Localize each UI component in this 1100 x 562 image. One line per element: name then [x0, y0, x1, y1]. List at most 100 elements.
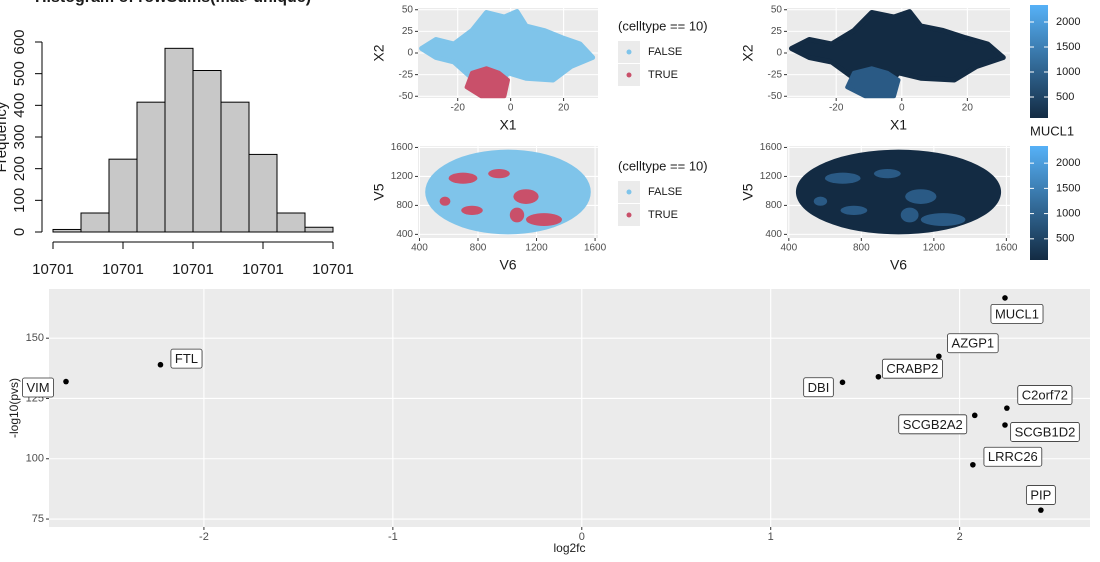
- point-cloud-highlight: [439, 196, 451, 206]
- point-label: FTL: [175, 351, 198, 366]
- point-label: PIP: [1030, 488, 1051, 503]
- y-axis-title: V5: [740, 183, 756, 200]
- y-axis-title: X2: [740, 44, 756, 61]
- point-label: DBI: [808, 380, 830, 395]
- point-cloud-highlight: [900, 207, 919, 223]
- point-label: CRABP2: [886, 361, 938, 376]
- point-cloud-highlight: [840, 205, 868, 215]
- x-axis-title: X1: [499, 117, 516, 133]
- colorbar-label: 1500: [1056, 41, 1080, 53]
- bar: [52, 228, 82, 233]
- y-tick-label: 400: [765, 229, 782, 240]
- legend-label: FALSE: [648, 46, 682, 58]
- point-label: VIM: [26, 380, 49, 395]
- y-tick-label: 50: [402, 4, 414, 15]
- y-axis-title: Frequency: [0, 101, 10, 172]
- colorbar-label: 1000: [1056, 207, 1080, 219]
- x-tick-label: 20: [962, 103, 974, 114]
- y-tick-label: 400: [396, 229, 413, 240]
- colorbar-label: 500: [1056, 233, 1074, 245]
- y-tick-label: 1200: [760, 171, 783, 182]
- x-tick-label: 20: [558, 103, 570, 114]
- label-box: [22, 377, 54, 398]
- x-tick-label: 1200: [525, 243, 548, 254]
- y-tick-label: 1600: [391, 142, 414, 153]
- point: [157, 361, 164, 368]
- bar: [304, 226, 334, 233]
- x-tick-label: 10701: [242, 261, 284, 278]
- x-tick-label: 800: [470, 243, 487, 254]
- y-tick-label: -50: [399, 91, 414, 102]
- x-tick-label: 800: [853, 243, 870, 254]
- y-tick-label: -25: [768, 69, 783, 80]
- point-cloud-highlight: [526, 213, 562, 227]
- x-tick-label: -20: [450, 103, 465, 114]
- colorbar: [1030, 146, 1048, 260]
- label-box: [898, 414, 968, 435]
- y-tick-label: 200: [11, 156, 28, 181]
- point: [1038, 507, 1044, 513]
- x-tick-label: 0: [899, 103, 905, 114]
- legend-swatch: [626, 189, 632, 195]
- x-tick-label: 1: [768, 531, 774, 543]
- point-cloud-highlight: [905, 189, 937, 204]
- point: [875, 373, 882, 380]
- colorbar-label: 2000: [1056, 16, 1080, 28]
- x-tick-label: -2: [199, 531, 209, 543]
- point-label: MUCL1: [995, 306, 1039, 321]
- label-box: [170, 348, 203, 369]
- point-cloud: [425, 149, 591, 235]
- x-tick-label: 10701: [172, 261, 214, 278]
- colorbar-title: MUCL1: [1030, 123, 1074, 138]
- x-axis-title: X1: [890, 117, 907, 133]
- y-axis-title: X2: [371, 44, 387, 61]
- point: [970, 461, 976, 468]
- y-tick-label: 75: [32, 513, 44, 525]
- colorbar: [1030, 5, 1048, 118]
- colorbar-label: 1500: [1056, 182, 1080, 194]
- label-box: [1025, 485, 1056, 505]
- x-tick-label: 1600: [584, 243, 607, 254]
- y-tick-label: 500: [11, 61, 28, 86]
- label-box: [990, 303, 1044, 324]
- point-label: SCGB2A2: [903, 417, 963, 432]
- bar: [164, 47, 194, 233]
- panel-background: [49, 289, 1090, 527]
- colorbar-label: 2000: [1056, 157, 1080, 169]
- legend-title: (celltype == 10): [618, 18, 708, 33]
- x-tick-label: 10701: [32, 261, 74, 278]
- y-tick-label: 800: [765, 200, 782, 211]
- y-tick-label: 0: [776, 48, 782, 59]
- legend-label: TRUE: [648, 209, 678, 221]
- y-tick-label: 1200: [391, 171, 414, 182]
- legend-title: (celltype == 10): [618, 158, 708, 173]
- x-tick-label: 10701: [102, 261, 144, 278]
- point: [63, 378, 69, 385]
- y-tick-label: 300: [11, 124, 28, 149]
- label-box: [1010, 422, 1080, 442]
- x-tick-label: 1200: [923, 243, 946, 254]
- point: [839, 379, 846, 386]
- y-tick-label: 600: [11, 29, 28, 54]
- bar: [248, 153, 278, 233]
- y-tick-label: 1600: [760, 142, 783, 153]
- point-cloud-highlight: [824, 172, 861, 184]
- y-tick-label: 400: [11, 93, 28, 118]
- x-tick-label: 1600: [995, 243, 1018, 254]
- point-cloud-highlight: [920, 213, 966, 227]
- y-tick-label: 25: [402, 26, 414, 37]
- point-label: LRRC26: [988, 449, 1038, 464]
- y-tick-label: 100: [26, 453, 44, 465]
- x-tick-label: 10701: [312, 261, 354, 278]
- point-label: SCGB1D2: [1015, 424, 1076, 439]
- point: [1002, 422, 1008, 428]
- point-cloud-highlight: [509, 207, 525, 223]
- bar: [136, 101, 166, 233]
- legend-swatch: [626, 72, 632, 78]
- y-tick-label: 800: [396, 200, 413, 211]
- point: [1004, 405, 1010, 411]
- x-tick-label: 2: [957, 531, 963, 543]
- legend-label: TRUE: [648, 69, 678, 81]
- point-label: C2orf72: [1022, 388, 1068, 403]
- x-tick-label: 400: [780, 243, 797, 254]
